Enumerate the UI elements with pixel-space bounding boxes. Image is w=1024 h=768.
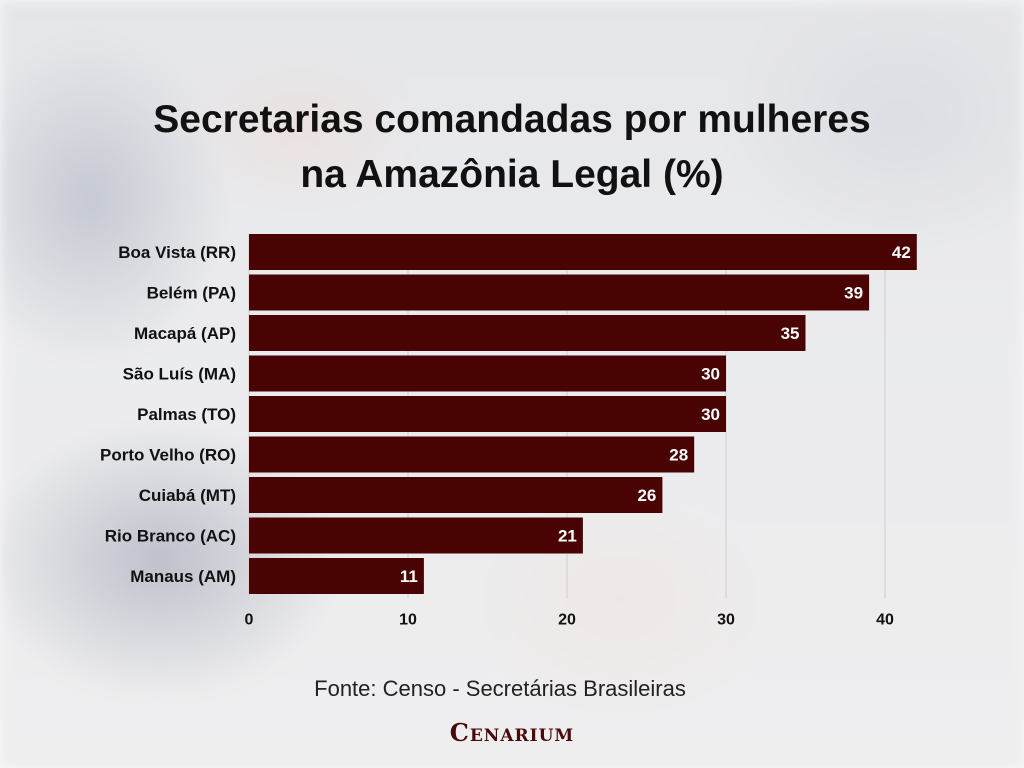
value-label-5: 28	[669, 446, 688, 465]
category-label-6: Cuiabá (MT)	[139, 486, 236, 505]
bar-8	[249, 558, 424, 594]
bar-7	[249, 517, 583, 554]
category-label-0: Boa Vista (RR)	[118, 243, 236, 262]
x-tick-label-40: 40	[876, 612, 894, 629]
category-label-8: Manaus (AM)	[130, 567, 236, 586]
bar-2	[249, 315, 806, 351]
category-label-2: Macapá (AP)	[134, 324, 236, 343]
bar-1	[249, 274, 870, 311]
x-tick-label-20: 20	[558, 612, 576, 629]
value-label-0: 42	[892, 243, 911, 262]
bar-0	[249, 234, 917, 270]
x-tick-label-0: 0	[245, 612, 254, 629]
x-tick-label-30: 30	[717, 612, 735, 629]
bar-6	[249, 477, 663, 513]
source-note: Fonte: Censo - Secretárias Brasileiras	[314, 676, 686, 701]
value-label-6: 26	[637, 486, 656, 505]
value-label-7: 21	[558, 527, 577, 546]
cenarium-logo: Cenarium	[449, 718, 575, 747]
bar-chart: Boa Vista (RR) 42 Belém (PA) 39 Macapá (AP) 3…	[100, 234, 917, 629]
category-label-5: Porto Velho (RO)	[100, 446, 236, 465]
chart-title: Secretarias comandadas por mulheres na A…	[153, 98, 871, 196]
category-label-1: Belém (PA)	[147, 284, 236, 303]
category-label-7: Rio Branco (AC)	[105, 527, 236, 546]
value-label-3: 30	[701, 365, 720, 384]
bar-5	[249, 436, 695, 473]
bar-4	[249, 396, 726, 432]
value-label-4: 30	[701, 405, 720, 424]
value-label-2: 35	[781, 324, 800, 343]
value-label-1: 39	[844, 284, 863, 303]
category-label-3: São Luís (MA)	[123, 365, 236, 384]
bar-3	[249, 355, 726, 392]
category-label-4: Palmas (TO)	[137, 405, 236, 424]
value-label-8: 11	[400, 567, 418, 586]
x-tick-label-10: 10	[399, 612, 417, 629]
